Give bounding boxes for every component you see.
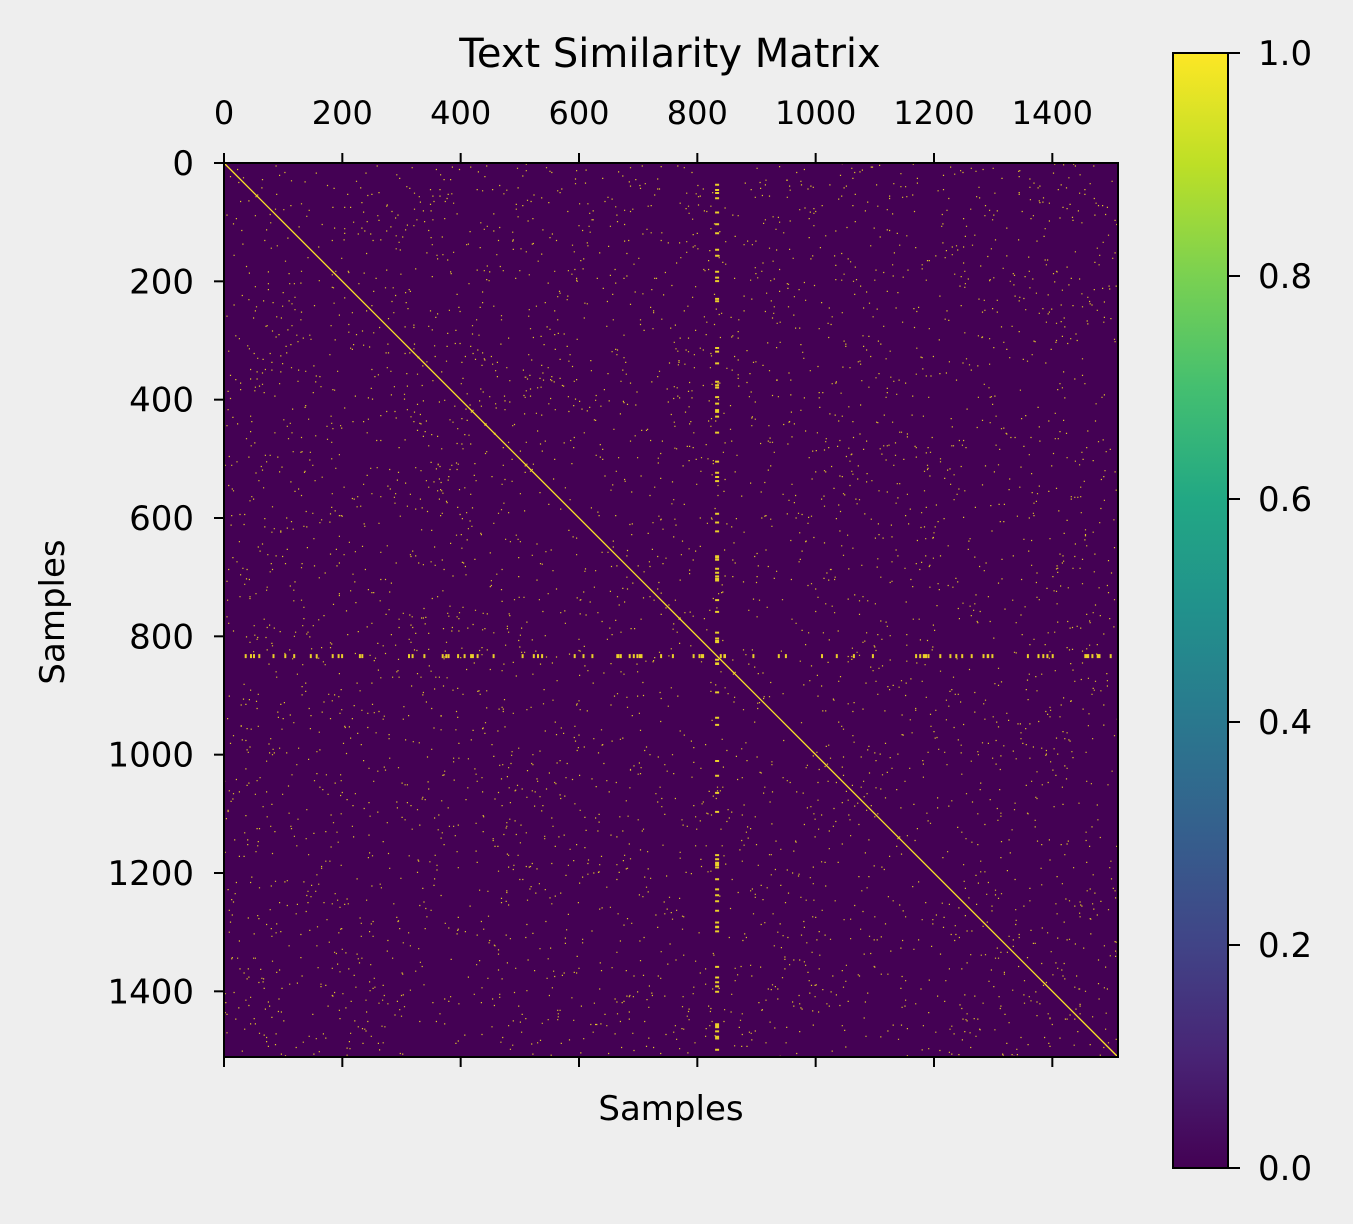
x-axis-top: 0 200 400 600 800 1000 1200 1400 bbox=[214, 94, 1093, 163]
x-tick-label: 1000 bbox=[775, 94, 856, 132]
y-axis-label: Samples bbox=[33, 539, 73, 684]
x-tick-label: 200 bbox=[312, 94, 373, 132]
y-tick-label: 0 bbox=[172, 144, 194, 184]
x-axis-label: Samples bbox=[598, 1089, 743, 1129]
y-tick-label: 600 bbox=[129, 499, 194, 539]
x-tick-label: 800 bbox=[667, 94, 728, 132]
colorbar-tick-label: 0.6 bbox=[1258, 480, 1312, 520]
y-tick-label: 1200 bbox=[107, 854, 194, 894]
x-axis-bottom bbox=[223, 1057, 1054, 1067]
chart-title: Text Similarity Matrix bbox=[458, 31, 880, 77]
heatmap-diagonal bbox=[223, 162, 1119, 1058]
y-tick-label: 1400 bbox=[107, 972, 194, 1012]
y-tick-label: 1000 bbox=[107, 736, 194, 776]
y-tick-label: 800 bbox=[129, 617, 194, 657]
colorbar: 0.0 0.2 0.4 0.6 0.8 1.0 bbox=[1172, 34, 1312, 1189]
x-tick-label: 1200 bbox=[893, 94, 974, 132]
colorbar-ticks: 0.0 0.2 0.4 0.6 0.8 1.0 bbox=[1228, 34, 1312, 1189]
colorbar-tick-label: 0.2 bbox=[1258, 926, 1312, 966]
colorbar-tick-label: 0.4 bbox=[1258, 703, 1312, 743]
colorbar-tick-label: 1.0 bbox=[1258, 34, 1312, 74]
x-tick-label: 600 bbox=[548, 94, 609, 132]
y-axis: 0 200 400 600 800 1000 1200 1400 bbox=[107, 144, 224, 1012]
colorbar-tick-label: 0.8 bbox=[1258, 257, 1312, 297]
colorbar-tick-label: 0.0 bbox=[1258, 1149, 1312, 1189]
x-tick-label: 0 bbox=[214, 94, 234, 132]
x-tick-label: 1400 bbox=[1012, 94, 1093, 132]
heatmap-plot-area bbox=[223, 162, 1119, 1058]
heatmap-frame bbox=[223, 162, 1119, 1058]
x-tick-label: 400 bbox=[430, 94, 491, 132]
y-tick-label: 200 bbox=[129, 262, 194, 302]
y-tick-label: 400 bbox=[129, 381, 194, 421]
colorbar-frame bbox=[1172, 52, 1229, 1169]
colorbar-gradient bbox=[1173, 53, 1228, 1168]
